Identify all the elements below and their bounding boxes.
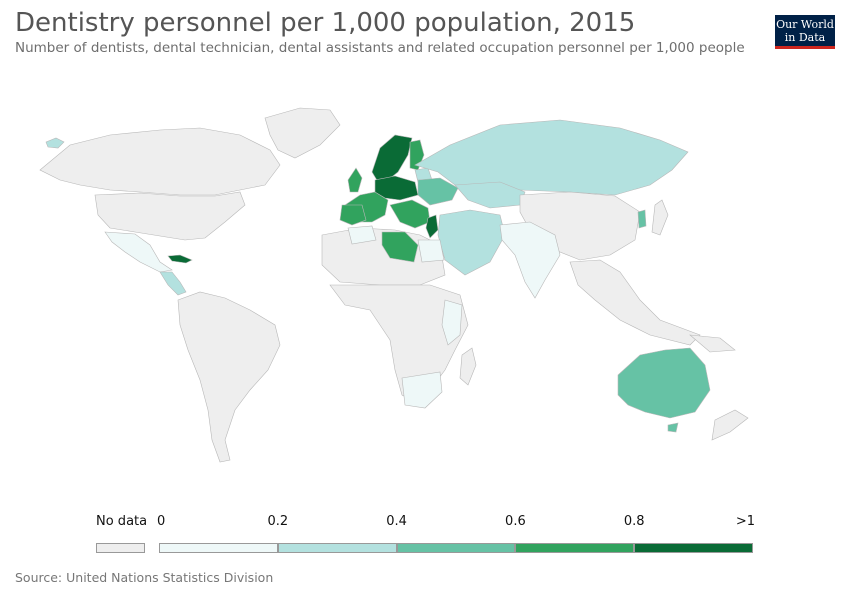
legend-no-data-label: No data (96, 514, 148, 529)
chart-subtitle: Number of dentists, dental technician, d… (15, 40, 745, 56)
region-southeast-asia[interactable] (569, 259, 701, 346)
source-note: Source: United Nations Statistics Divisi… (15, 570, 274, 585)
region-east-africa[interactable] (441, 299, 463, 346)
region-iberia[interactable] (339, 204, 367, 226)
region-papua[interactable] (689, 334, 736, 353)
region-russia[interactable] (414, 119, 689, 196)
region-norway-sweden[interactable] (371, 134, 413, 183)
region-tasmania[interactable] (667, 422, 679, 433)
legend-no-data-swatch[interactable] (96, 543, 145, 553)
legend-tick-label: 0.4 (386, 514, 407, 529)
legend-tick-label: 0.2 (267, 514, 289, 529)
legend-bin-swatch[interactable] (396, 543, 516, 553)
region-greenland[interactable] (264, 107, 341, 159)
region-levant[interactable] (425, 214, 439, 239)
region-libya[interactable] (381, 231, 419, 263)
region-usa[interactable] (94, 191, 246, 241)
legend-bin-swatch[interactable] (277, 543, 397, 553)
logo-line-2: in Data (784, 31, 826, 44)
legend-tick-label: 0.6 (505, 514, 526, 529)
region-korea[interactable] (637, 209, 647, 229)
region-germany-poland[interactable] (374, 175, 419, 201)
region-tunisia-algeria[interactable] (347, 225, 377, 245)
region-ukraine-belarus[interactable] (417, 177, 459, 206)
region-uk-ireland[interactable] (347, 167, 363, 193)
region-south-america[interactable] (177, 291, 281, 463)
legend-bin-swatch[interactable] (634, 543, 753, 553)
region-central-america[interactable] (159, 271, 187, 296)
region-australia[interactable] (617, 347, 711, 419)
region-canada-greenland[interactable] (39, 127, 281, 196)
owid-logo[interactable]: Our World in Data (775, 15, 835, 49)
logo-line-1: Our World (776, 18, 834, 31)
region-iceland[interactable] (45, 137, 65, 149)
region-middle-east[interactable] (437, 209, 506, 276)
region-mexico[interactable] (104, 231, 173, 273)
region-balkans[interactable] (389, 199, 431, 229)
region-south-asia[interactable] (499, 221, 561, 299)
region-japan[interactable] (651, 199, 669, 236)
legend-tick-label: 0.8 (623, 514, 645, 529)
region-new-zealand[interactable] (711, 409, 749, 441)
region-south-africa[interactable] (401, 371, 443, 409)
legend-bin-swatch[interactable] (515, 543, 635, 553)
region-egypt[interactable] (417, 239, 445, 263)
legend-tick-label: 0 (157, 514, 166, 529)
region-madagascar[interactable] (459, 347, 477, 386)
legend-tick-label: >1 (735, 514, 755, 529)
world-map (39, 107, 749, 463)
legend-bin-swatch[interactable] (159, 543, 278, 553)
chart-title: Dentistry personnel per 1,000 population… (15, 8, 636, 38)
region-cuba[interactable] (167, 254, 193, 264)
